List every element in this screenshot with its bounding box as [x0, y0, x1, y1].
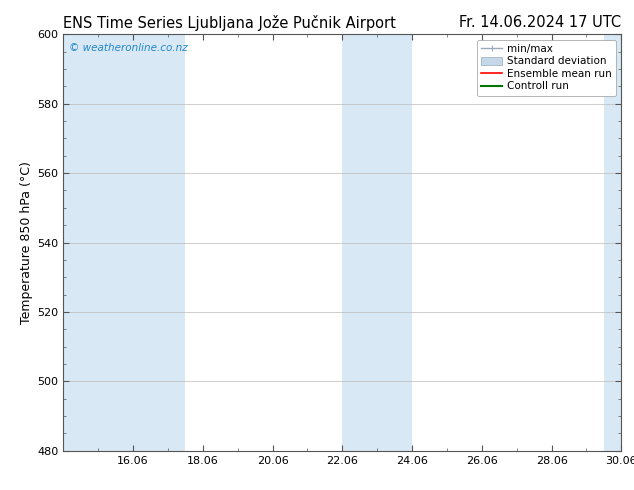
Text: Fr. 14.06.2024 17 UTC: Fr. 14.06.2024 17 UTC	[459, 15, 621, 30]
Y-axis label: Temperature 850 hPa (°C): Temperature 850 hPa (°C)	[20, 161, 33, 324]
Bar	[63, 34, 115, 451]
Text: © weatheronline.co.nz: © weatheronline.co.nz	[69, 43, 188, 52]
Bar	[342, 34, 412, 451]
Legend: min/max, Standard deviation, Ensemble mean run, Controll run: min/max, Standard deviation, Ensemble me…	[477, 40, 616, 96]
Bar	[604, 34, 621, 451]
Bar	[115, 34, 185, 451]
Text: ENS Time Series Ljubljana Jože Pučnik Airport: ENS Time Series Ljubljana Jože Pučnik Ai…	[63, 15, 396, 31]
